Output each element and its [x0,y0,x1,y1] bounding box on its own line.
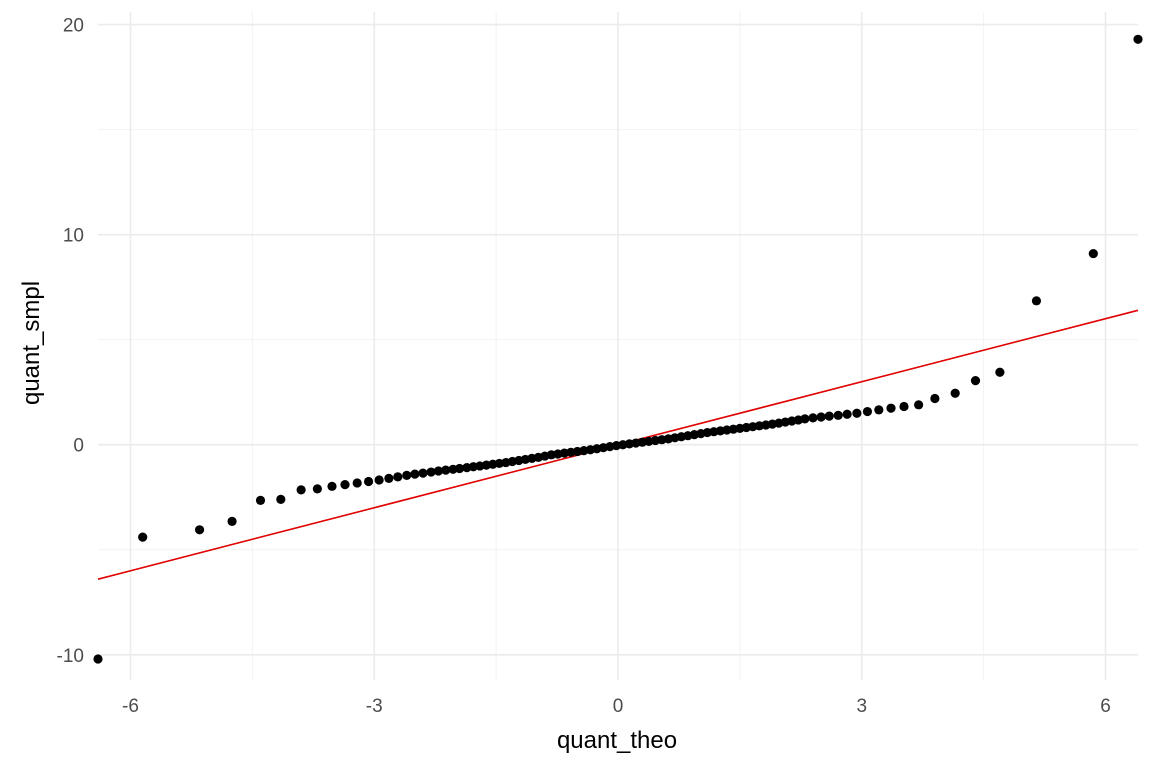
x-tick-label: -3 [366,696,383,717]
x-tick-labels: -6 -3 0 3 6 [122,696,1111,717]
data-point [374,475,384,485]
major-gridlines [98,12,1138,680]
data-point [1031,296,1042,306]
x-axis-title: quant_theo [557,727,677,754]
data-point [842,409,852,419]
points-layer [93,34,1143,664]
data-point [1088,248,1098,259]
data-point [352,478,362,488]
data-point [862,406,873,417]
y-tick-label: -10 [57,646,84,667]
data-point [914,400,924,410]
x-tick-label: 0 [613,696,624,717]
data-point [1133,34,1143,44]
y-axis-title: quant_smpl [18,281,45,405]
y-tick-label: 20 [63,16,84,37]
data-point [433,466,444,476]
data-point [276,494,286,504]
data-point [995,367,1005,377]
data-point [194,525,205,535]
x-tick-label: 3 [856,696,867,717]
data-point [393,472,403,482]
data-point [340,480,350,490]
data-point [950,388,960,398]
data-point [874,405,884,415]
data-point [833,410,843,420]
data-point [441,465,451,475]
data-point [886,403,896,413]
data-point [970,376,981,386]
data-point [138,532,148,542]
x-tick-label: 6 [1100,696,1111,717]
data-point [402,470,412,480]
data-point [227,516,237,527]
data-point [255,495,266,505]
data-point [327,481,337,491]
y-tick-label: 0 [73,436,84,457]
data-point [808,413,818,423]
data-point [93,654,103,664]
data-point [930,393,940,404]
y-tick-labels: -10 0 10 20 [57,16,84,667]
data-point [384,473,394,483]
y-tick-label: 10 [63,226,84,247]
x-tick-label: -6 [122,696,139,717]
data-point [426,467,436,477]
data-point [418,468,428,478]
data-point [800,414,810,424]
data-point [363,476,374,487]
data-point [852,408,862,418]
data-point [454,463,465,474]
data-point [312,484,322,494]
data-point [816,412,826,422]
data-point [824,411,834,421]
data-point [899,401,909,412]
data-point [296,485,306,495]
data-point [410,469,420,479]
